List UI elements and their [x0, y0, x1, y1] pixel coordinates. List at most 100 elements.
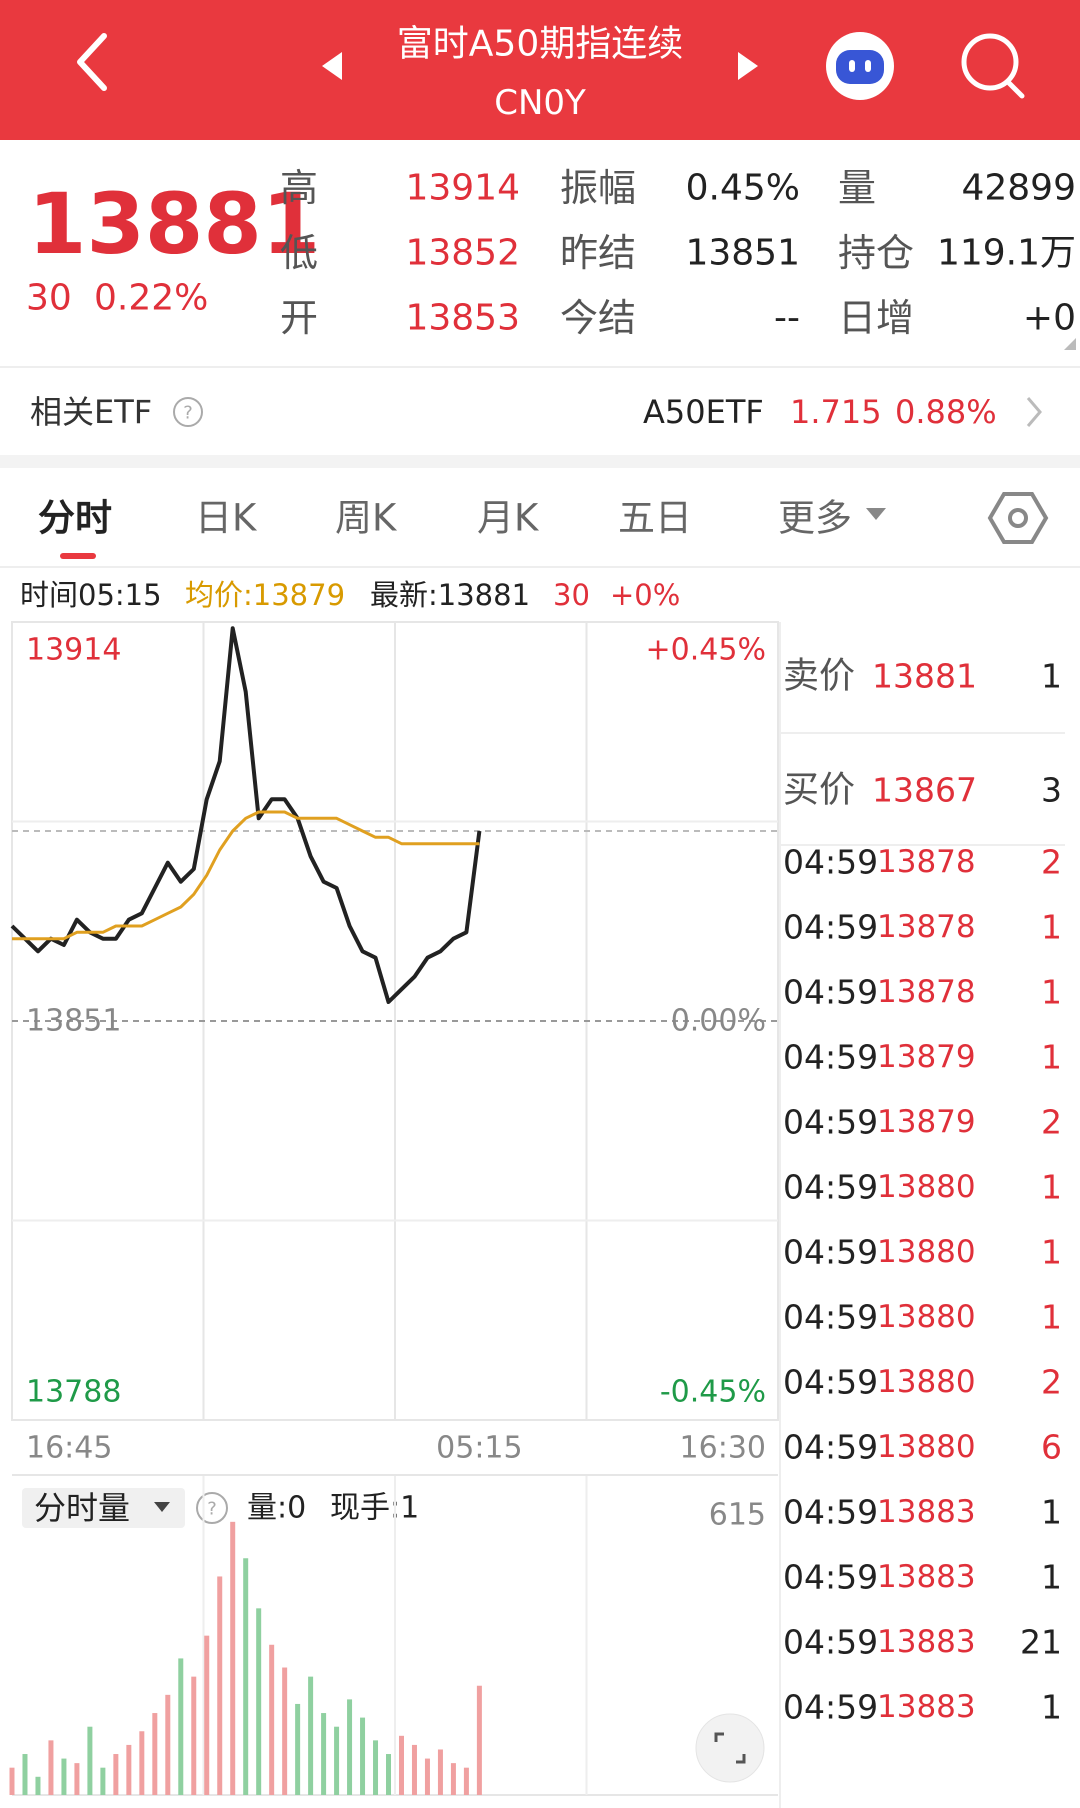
intraday-chart: 13788 13851 13914 -0.45% 0.00% +0.45% 16:45 05:… [9, 621, 779, 1796]
volume-tick-label: 615 [709, 1498, 766, 1533]
x-tick-label: 05:15 [436, 1431, 522, 1466]
volume-selector[interactable] [22, 1488, 185, 1528]
y-tick-label: 13914 [26, 633, 121, 668]
volume-current: 现手:1 [330, 1491, 419, 1526]
trade-price: 13880 [877, 1364, 976, 1400]
volume-bar [74, 1763, 80, 1795]
tab[interactable]: 周K [335, 497, 398, 540]
stat-label: 日增 [838, 296, 914, 340]
tab[interactable]: 日K [195, 497, 258, 540]
change: 30 [26, 278, 72, 319]
trade-time: 04:59 [783, 1168, 878, 1207]
chevron [1026, 397, 1042, 427]
search-handle [1005, 79, 1025, 99]
search-button[interactable] [961, 33, 1025, 99]
trade-qty: 1 [1041, 1038, 1062, 1077]
book-label: 买价 [783, 770, 855, 811]
info-avg: 均价:13879 [185, 578, 345, 612]
trade-time: 04:59 [783, 908, 878, 947]
y2-tick-label: -0.45% [660, 1375, 766, 1410]
volume-bar [360, 1717, 366, 1795]
trade-time: 04:59 [783, 1363, 878, 1402]
info-latest: 最新:13881 [370, 578, 530, 612]
stat-label: 昨结 [560, 231, 636, 275]
x-tick-label: 16:45 [26, 1431, 112, 1466]
trade-qty: 21 [1020, 1623, 1062, 1662]
volume-bar [386, 1754, 392, 1795]
settings-dot [1008, 508, 1028, 528]
fullscreen-button[interactable] [695, 1713, 765, 1783]
assistant-button[interactable] [826, 32, 894, 100]
help-icon [196, 1492, 228, 1524]
book-qty: 3 [1041, 771, 1062, 810]
fullscreen-corner [736, 1754, 746, 1764]
settings-button[interactable] [987, 492, 1049, 544]
selector-arrow [154, 1502, 170, 1512]
book-price: 13881 [872, 657, 977, 696]
trade-time: 04:59 [783, 1623, 878, 1662]
volume-now: 量:0 [247, 1491, 306, 1526]
next-contract[interactable] [738, 52, 758, 80]
tab[interactable]: 分时 [38, 497, 112, 540]
volume-bar [347, 1699, 353, 1795]
volume-bar [398, 1735, 404, 1795]
trade-price: 13879 [877, 1039, 976, 1075]
volume-bar [113, 1754, 119, 1795]
trade-price: 13880 [877, 1299, 976, 1335]
volume-bar [321, 1713, 327, 1795]
more-arrow [866, 508, 886, 520]
trade-qty: 6 [1041, 1428, 1062, 1467]
trade-time: 04:59 [783, 1493, 878, 1532]
volume-bar [152, 1713, 158, 1795]
volume-bar [373, 1740, 379, 1795]
tab[interactable]: 月K [477, 497, 540, 540]
volume-bar [282, 1667, 288, 1795]
book-price: 13867 [872, 771, 977, 810]
stat-label: 持仓 [838, 231, 914, 275]
stat-label: 今结 [560, 296, 636, 340]
tab[interactable]: 更多 [778, 497, 852, 540]
help-icon [173, 397, 203, 427]
settings-hex [987, 492, 1049, 544]
trade-time: 04:59 [783, 1428, 878, 1467]
search-lens [961, 33, 1019, 91]
back-button[interactable] [77, 33, 107, 91]
volume-bar [424, 1758, 430, 1795]
fullscreen-corner [714, 1732, 724, 1742]
stat-value: 42899 [961, 168, 1076, 209]
stat-value: 13853 [405, 298, 520, 339]
stat-value: 0.45% [686, 168, 800, 209]
change-pct: 0.22% [94, 278, 208, 319]
volume-bar [61, 1758, 67, 1795]
corner-mark [1064, 338, 1076, 350]
etf-row[interactable]: 相关ETF ? A50ETF 1.715 0.88% [30, 393, 1042, 431]
prev-contract[interactable] [322, 52, 342, 80]
fullscreen-bg [695, 1713, 765, 1783]
trade-price: 13878 [877, 844, 976, 880]
etf-price: 1.715 [790, 393, 882, 431]
last-price: 13881 [28, 175, 320, 273]
volume-bar [256, 1608, 262, 1795]
volume-bar [334, 1726, 340, 1795]
assistant-face [836, 50, 884, 84]
info-change: 30 [553, 578, 590, 612]
trade-time: 04:59 [783, 1103, 878, 1142]
volume-bar [48, 1740, 54, 1795]
tab[interactable]: 五日 [618, 497, 692, 540]
stat-value: 13852 [405, 233, 520, 274]
trade-qty: 2 [1041, 843, 1062, 882]
stat-value: -- [774, 298, 800, 339]
tab-indicator [60, 553, 96, 559]
trade-price: 13878 [877, 974, 976, 1010]
trade-qty: 1 [1041, 973, 1062, 1012]
section-gap [0, 455, 1080, 468]
book-label: 卖价 [783, 656, 855, 697]
trade-time: 04:59 [783, 973, 878, 1012]
header-bar [0, 0, 1080, 140]
stat-value: +0 [1023, 298, 1076, 339]
volume-selector-label: 分时量 [34, 1489, 130, 1527]
trade-qty: 2 [1041, 1363, 1062, 1402]
trade-price: 13883 [877, 1689, 976, 1725]
